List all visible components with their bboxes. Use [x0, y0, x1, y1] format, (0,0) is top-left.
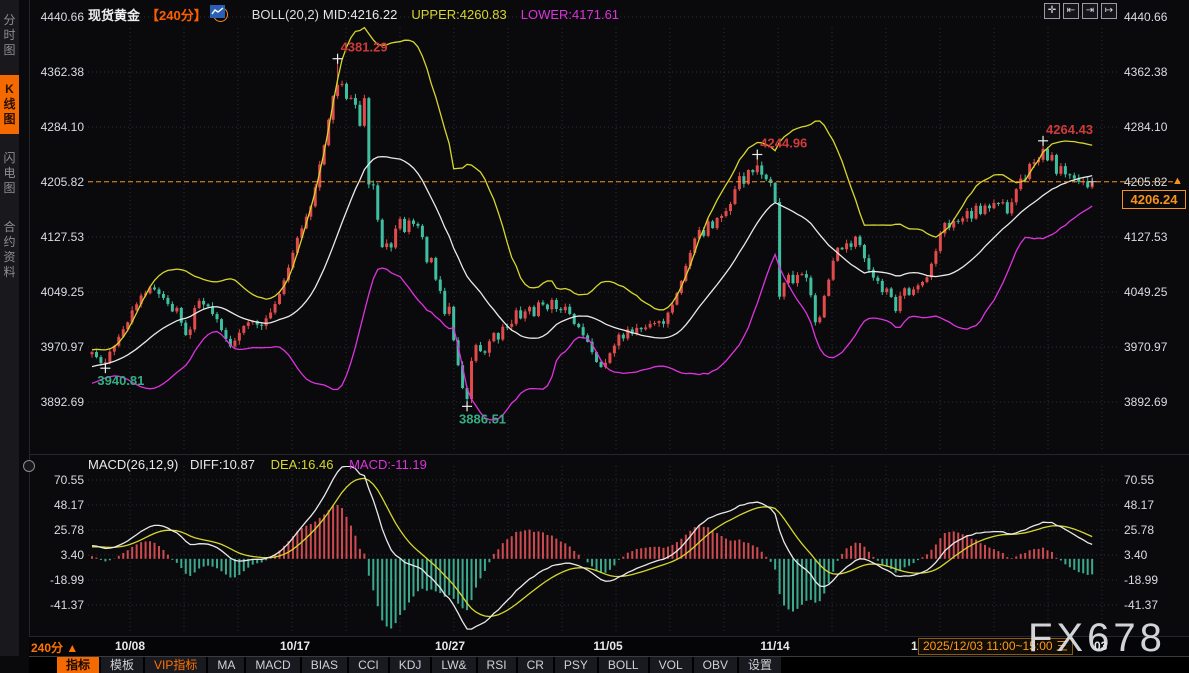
macd-tick-left--18.99: -18.99 — [49, 573, 84, 588]
chart-annotations: 4381.29 4244.96 4264.43 3940.81 3886.51 — [88, 40, 1180, 426]
xaxis-divider — [29, 636, 1189, 637]
indicator-toolbar: 指标 模板 VIP指标 MA MACD BIAS CCI KDJ LW& RSI CR PSY BOLL… — [29, 656, 1189, 673]
indicator-chart-icon[interactable] — [210, 5, 225, 18]
price-tick-left-3892.69: 3892.69 — [40, 395, 84, 409]
y-axis-left-icon[interactable]: ⇤ — [1063, 3, 1079, 19]
price-up-arrow-icon: ▲ — [1172, 175, 1183, 187]
macd-tick-right--41.37: -41.37 — [1124, 598, 1159, 613]
boll-label: BOLL(20,2) — [251, 6, 319, 22]
price-tick-right-4127.53: 4127.53 — [1124, 230, 1168, 244]
chart-tool-buttons: ✛ ⇤ ⇥ ↦ — [1044, 3, 1117, 19]
sidebar-tab-2[interactable]: K线图 — [0, 75, 19, 134]
toolbar-item-RSI[interactable]: RSI — [477, 657, 516, 673]
time-axis-row: 10/08 10/17 10/27 11/05 11/14 — [29, 637, 1189, 656]
toolbar-item-PSY[interactable]: PSY — [554, 657, 597, 673]
boll-lower-value: LOWER:4171.61 — [520, 6, 620, 22]
price-tick-left-4440.66: 4440.66 — [40, 10, 84, 24]
extreme-label-3886.51: 3886.51 — [459, 411, 506, 426]
extreme-label-4264.43: 4264.43 — [1046, 122, 1093, 137]
macd-tick-right-25.78: 25.78 — [1124, 523, 1155, 537]
sidebar-tab-3[interactable]: 闪电图 — [3, 151, 16, 195]
price-tick-left-4205.82: 4205.82 — [40, 174, 84, 189]
price-tick-right-4362.38: 4362.38 — [1124, 64, 1168, 79]
macd-tick-right--18.99: -18.99 — [1124, 573, 1159, 588]
xaxis-label-10/08: 10/08 — [114, 639, 146, 653]
toolbar-item-CR[interactable]: CR — [517, 657, 553, 673]
macd-diff-value: DIFF:10.87 — [189, 457, 255, 472]
price-tick-right-4284.1: 4284.10 — [1124, 119, 1168, 134]
xaxis-label-11/14: 11/14 — [760, 639, 790, 653]
xaxis-label-11/05: 11/05 — [593, 639, 623, 653]
price-tick-right-4440.66: 4440.66 — [1124, 10, 1168, 24]
macd-tick-left--41.37: -41.37 — [49, 598, 84, 613]
macd-tick-right-48.17: 48.17 — [1124, 498, 1155, 512]
toolbar-item-MA[interactable]: MA — [208, 657, 245, 673]
boll-upper-value: UPPER:4260.83 — [411, 6, 507, 22]
toolbar-item-KDJ[interactable]: KDJ — [389, 657, 431, 673]
price-tick-left-4049.25: 4049.25 — [40, 285, 84, 299]
toolbar-item-LW&[interactable]: LW& — [432, 657, 476, 673]
grid-lines — [88, 16, 1120, 634]
macd-tick-left-48.17: 48.17 — [53, 498, 84, 512]
bollinger-bands — [91, 26, 1093, 421]
toolbar-item-OBV[interactable]: OBV — [693, 657, 737, 673]
toolbar-item-VIP指标[interactable]: VIP指标 — [145, 657, 207, 673]
fx678-watermark: FX678 — [1028, 616, 1166, 660]
macd-dea-value: DEA:16.46 — [270, 457, 334, 472]
sidebar-tab-1[interactable]: 分时图 — [3, 13, 16, 57]
toolbar-item-CCI[interactable]: CCI — [349, 657, 388, 673]
y-axis-right-icon[interactable]: ⇥ — [1082, 3, 1098, 19]
footer-period-label[interactable]: 240分 ▲ — [31, 641, 79, 655]
extreme-label-3940.81: 3940.81 — [97, 373, 144, 388]
macd-panel — [91, 466, 1094, 630]
panel-collapse-handle-icon[interactable] — [23, 460, 35, 472]
toolbar-item-设置[interactable]: 设置 — [738, 657, 781, 673]
move-crosshair-icon[interactable]: ✛ — [1044, 3, 1060, 19]
extreme-label-4381.29: 4381.29 — [341, 40, 388, 55]
macd-tick-left-70.55: 70.55 — [53, 473, 84, 487]
toolbar-item-模板[interactable]: 模板 — [101, 657, 144, 673]
extreme-label-4244.96: 4244.96 — [760, 135, 807, 150]
macd-header: MACD(26,12,9) DIFF:10.87 DEA:16.46 MACD:… — [88, 457, 427, 472]
restore-exit-icon[interactable]: ↦ — [1101, 3, 1117, 19]
xaxis-label-10/17: 10/17 — [279, 639, 311, 653]
toolbar-item-BIAS[interactable]: BIAS — [301, 657, 348, 673]
boll-mid-value: MID:4216.22 — [322, 6, 398, 22]
price-tick-right-4205.82: 4205.82 — [1124, 174, 1168, 189]
macd-tick-right-70.55: 70.55 — [1124, 473, 1155, 487]
period-label[interactable]: 【240分】 — [146, 7, 207, 23]
xlabel-partial-right: 03 — [1094, 639, 1108, 653]
toolbar-item-指标[interactable]: 指标 — [57, 657, 100, 673]
bar-time-tooltip: 2025/12/03 11:00~15:00 三 — [918, 638, 1073, 655]
toolbar-item-BOLL[interactable]: BOLL — [598, 657, 648, 673]
price-tick-right-4049.25: 4049.25 — [1124, 285, 1168, 299]
price-tick-left-4362.38: 4362.38 — [40, 64, 84, 79]
macd-tick-right-3.4: 3.40 — [1124, 548, 1148, 562]
panel-divider[interactable] — [29, 454, 1189, 455]
candlesticks — [90, 58, 1094, 407]
chart-type-sidebar: 分时图 K线图闪电图合约资料 — [0, 0, 19, 656]
price-tick-left-3970.97: 3970.97 — [40, 340, 84, 354]
symbol-name: 现货黄金 — [88, 7, 141, 23]
price-tick-right-3892.69: 3892.69 — [1124, 395, 1168, 409]
price-tick-right-3970.97: 3970.97 — [1124, 340, 1168, 354]
xlabel-partial-left: 1 — [911, 639, 918, 653]
macd-title: MACD(26,12,9) — [88, 457, 179, 472]
toolbar-item-MACD[interactable]: MACD — [246, 657, 300, 673]
current-price-badge: 4206.24 — [1122, 190, 1186, 209]
price-tick-left-4127.53: 4127.53 — [40, 230, 84, 244]
macd-macd-value: MACD:-11.19 — [349, 457, 427, 472]
sidebar-tab-4[interactable]: 合约资料 — [3, 220, 16, 279]
sidebar-divider — [29, 0, 30, 656]
xaxis-label-10/27: 10/27 — [434, 639, 466, 653]
macd-tick-left-3.4: 3.40 — [60, 548, 84, 562]
toolbar-item-VOL[interactable]: VOL — [649, 657, 692, 673]
price-tick-left-4284.1: 4284.10 — [40, 119, 84, 134]
chart-header: 现货黄金 【240分】 − BOLL(20,2) MID:4216.22 UPP… — [88, 4, 619, 24]
macd-tick-left-25.78: 25.78 — [53, 523, 84, 537]
